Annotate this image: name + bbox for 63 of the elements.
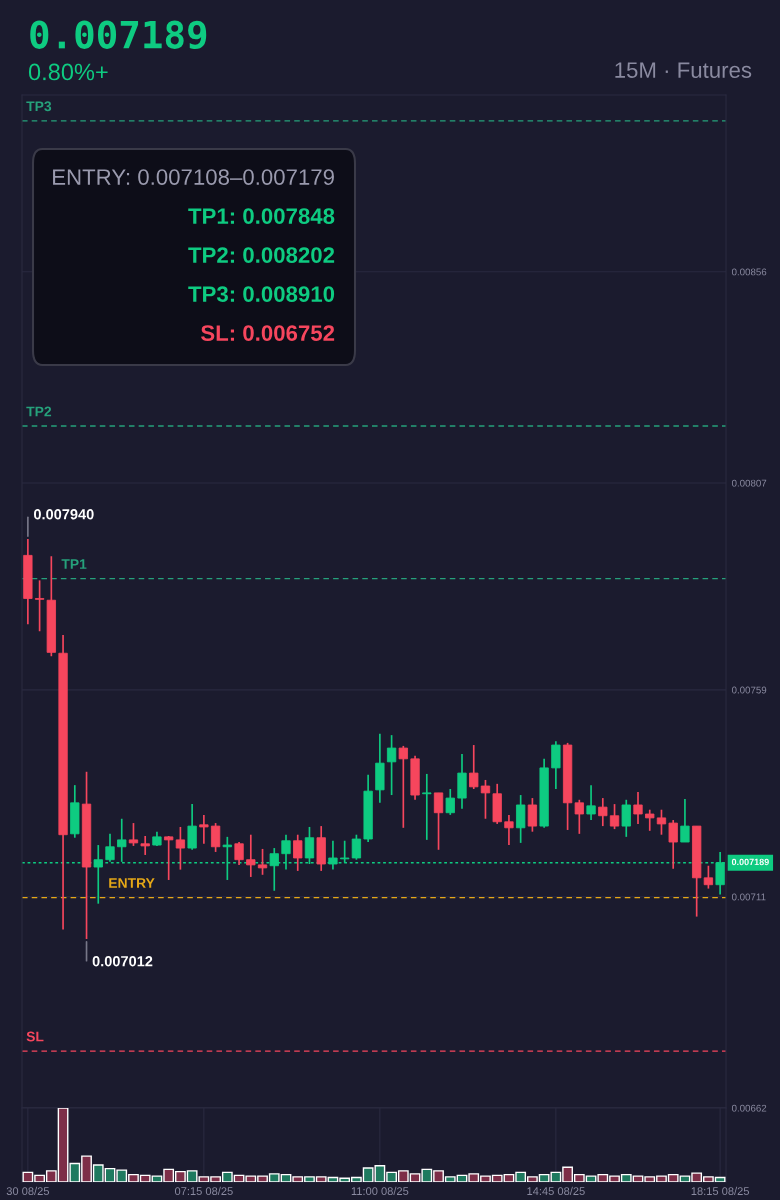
chart-subtitle: 0.80%+ <box>28 63 108 81</box>
candlestick <box>469 744 479 790</box>
candlestick <box>645 808 655 832</box>
candlestick <box>680 798 690 843</box>
candlestick <box>351 833 362 861</box>
candlestick <box>668 819 678 870</box>
candlestick <box>246 833 256 878</box>
y-tick-label: 0.00856 <box>731 268 767 276</box>
candlestick <box>105 833 115 863</box>
ref-line-label: ENTRY <box>109 878 155 888</box>
candlestick <box>175 826 186 871</box>
x-tick-label: 07:15 08/25 <box>174 1186 233 1196</box>
candlestick <box>445 788 455 816</box>
text: 15M · Futures <box>615 62 752 78</box>
candlestick <box>199 814 209 845</box>
ref-line-label: TP1 <box>61 559 87 569</box>
candlestick <box>609 803 620 830</box>
ref-line-label: 0.007189 <box>731 858 769 866</box>
candlestick <box>433 792 444 851</box>
annotation: 0.007012 <box>92 956 153 967</box>
candlestick <box>398 745 408 829</box>
chart-title: 0.007189 <box>30 20 207 50</box>
candlestick <box>210 822 221 853</box>
annotation: SL: 0.006752 <box>200 325 335 341</box>
y-tick-label: 0.00711 <box>731 893 766 901</box>
candlestick <box>504 814 514 846</box>
y-tick-label: 0.00807 <box>731 479 767 487</box>
x-tick-label: 11:00 08/25 <box>351 1186 409 1196</box>
candlestick <box>93 844 103 905</box>
annotation: TP2: 0.008202 <box>188 247 335 263</box>
candlestick <box>293 833 303 872</box>
candlestick <box>574 798 584 835</box>
x-tick-label: 18:15 08/25 <box>691 1186 750 1196</box>
candlestick <box>656 808 667 836</box>
candlestick <box>703 864 714 890</box>
annotation: 0.007940 <box>34 509 94 520</box>
annotation: ENTRY: 0.007108–0.007179 <box>53 169 334 185</box>
annotation: TP1: 0.007848 <box>188 208 335 224</box>
candlestick <box>140 835 150 856</box>
candlestick <box>633 791 643 825</box>
y-tick-label: 0.00759 <box>731 686 767 694</box>
candlestick <box>598 797 608 827</box>
x-tick-label: 30 08/25 <box>6 1186 50 1196</box>
ref-line-label: TP2 <box>26 406 52 417</box>
candlestick <box>257 848 268 876</box>
candlestick <box>551 740 561 790</box>
ref-line-label: TP3 <box>26 101 52 112</box>
candlestick <box>586 784 596 821</box>
candlestick <box>527 797 538 833</box>
candlestick <box>516 794 526 844</box>
candlestick <box>386 734 397 796</box>
candlestick <box>621 798 631 838</box>
candlestick <box>480 779 491 820</box>
candlestick <box>34 579 45 633</box>
candlestick <box>187 803 197 851</box>
annotation: TP3: 0.008910 <box>188 286 335 302</box>
candlestick <box>164 835 174 881</box>
candlestick <box>128 822 139 847</box>
ref-line-label: SL <box>26 1031 44 1042</box>
candlestick <box>422 773 432 841</box>
x-tick-label: 14:45 08/25 <box>527 1186 585 1196</box>
candlestick <box>234 841 244 866</box>
y-tick-label: 0.00662 <box>731 1104 767 1112</box>
